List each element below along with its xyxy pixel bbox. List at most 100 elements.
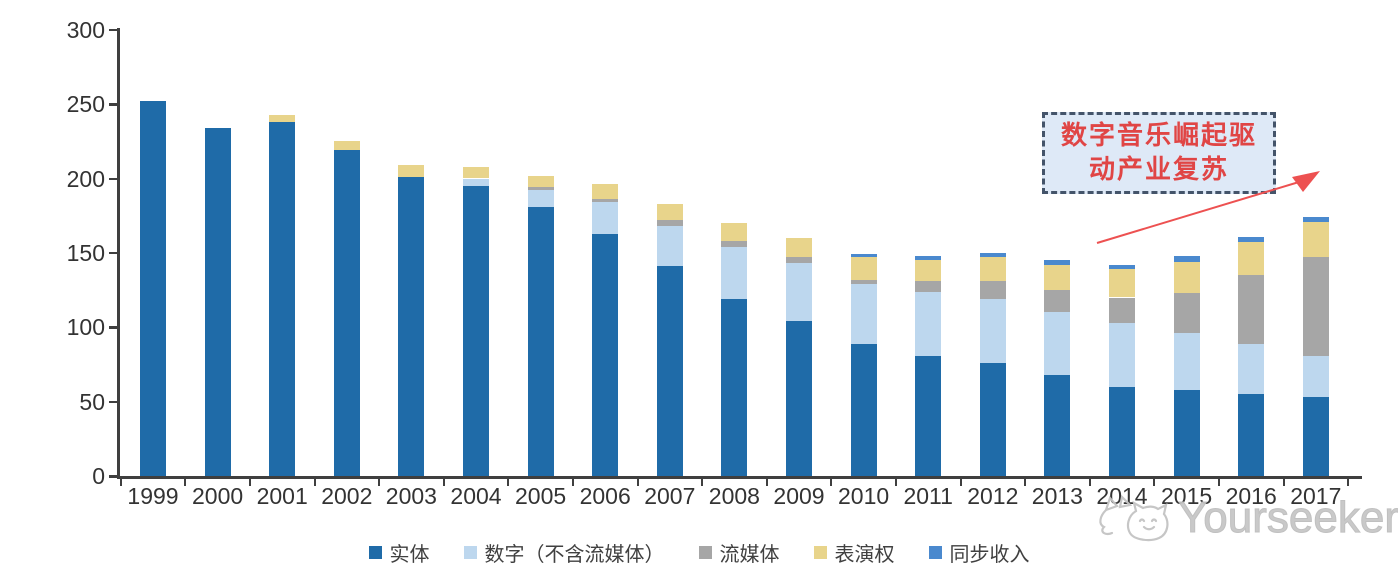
bar-segment	[1238, 236, 1265, 243]
y-tick-label: 250	[66, 91, 105, 118]
bar-segment	[463, 166, 489, 179]
x-axis-tick	[1282, 479, 1285, 486]
x-axis-tick	[894, 479, 897, 486]
x-tick-label: 2009	[773, 483, 825, 509]
bar-segment	[850, 343, 877, 476]
x-tick-label: 2006	[579, 483, 631, 509]
bar-segment	[1302, 355, 1329, 398]
watermark: Yourseeker	[1096, 493, 1398, 546]
y-tick-label: 300	[66, 16, 105, 43]
bar-segment	[1044, 264, 1071, 291]
bar-segment	[1044, 312, 1071, 375]
bar-segment	[269, 121, 296, 476]
legend-label: 表演权	[834, 543, 895, 566]
bar-segment	[527, 175, 554, 188]
x-tick-label: 2015	[1161, 483, 1213, 509]
x-axis-tick	[765, 479, 768, 486]
x-tick-label: 2016	[1225, 483, 1277, 509]
y-tick-label: 150	[66, 239, 105, 266]
bar-segment	[656, 203, 683, 221]
legend-swatch	[928, 545, 942, 559]
legend-swatch	[813, 545, 827, 559]
bar-segment	[850, 284, 877, 344]
legend-swatch	[463, 545, 477, 559]
bar-segment	[979, 298, 1006, 363]
bar-segment	[850, 257, 877, 280]
x-axis-tick	[1347, 479, 1350, 486]
bar-segment	[915, 355, 942, 476]
y-tick-label: 0	[92, 463, 105, 489]
bar-segment	[1238, 343, 1265, 395]
bar-segment	[463, 178, 489, 186]
y-axis-tick	[109, 251, 117, 255]
bar-segment	[527, 190, 554, 207]
bar-segment	[1044, 260, 1071, 265]
bar-segment	[979, 257, 1006, 282]
bar-segment	[333, 141, 360, 151]
x-tick-label: 2001	[256, 483, 308, 509]
x-axis-tick	[1217, 479, 1220, 486]
bar-segment	[979, 281, 1006, 299]
x-tick-label: 2007	[644, 483, 696, 509]
bar-segment	[915, 291, 942, 356]
y-axis-line	[117, 28, 120, 479]
x-axis-line	[117, 476, 1362, 479]
legend-item: 同步收入	[928, 538, 1030, 567]
x-axis-tick	[1088, 479, 1091, 486]
bar-segment	[398, 177, 425, 476]
y-axis-tick	[109, 326, 117, 329]
bar-segment	[527, 187, 554, 191]
bar-segment	[1044, 290, 1071, 313]
x-tick-label: 2004	[450, 483, 502, 509]
bar-segment	[592, 199, 619, 203]
x-tick-label: 2011	[903, 483, 953, 509]
bar-segment	[1173, 293, 1200, 334]
x-axis-tick	[1024, 479, 1027, 486]
bar-segment	[1302, 221, 1329, 258]
bar-segment	[592, 202, 619, 234]
bar-segment	[1238, 394, 1265, 476]
x-axis-tick	[119, 479, 122, 486]
bar-segment	[721, 223, 748, 241]
bar-segment	[1044, 374, 1071, 476]
x-tick-label: 2003	[385, 483, 437, 509]
x-axis-tick	[959, 479, 962, 486]
bar-segment	[269, 114, 296, 122]
bar-segment	[979, 362, 1006, 476]
x-axis-tick	[507, 479, 510, 486]
bar-segment	[721, 298, 748, 476]
legend-item: 表演权	[813, 538, 895, 567]
y-tick-label: 50	[79, 388, 105, 415]
annotation-callout-box: 数字音乐崛起驱 动产业复苏	[1042, 112, 1276, 194]
bar-segment	[592, 184, 619, 200]
x-tick-label: 2002	[321, 483, 373, 509]
legend-item: 流媒体	[698, 538, 780, 567]
bar-segment	[786, 263, 812, 322]
bar-segment	[1109, 264, 1135, 270]
x-tick-label: 2005	[515, 483, 567, 509]
bar-segment	[592, 233, 619, 476]
x-axis-tick	[313, 479, 316, 486]
bar-segment	[1302, 397, 1329, 476]
y-axis-tick	[109, 400, 117, 404]
bar-segment	[850, 279, 877, 285]
x-axis-tick	[636, 479, 639, 486]
bar-segment	[786, 321, 812, 476]
annotation-text-line1: 数字音乐崛起驱	[1060, 121, 1257, 150]
bar-segment	[140, 101, 166, 476]
bar-segment	[463, 185, 489, 476]
x-tick-label: 2017	[1290, 483, 1342, 509]
bar-segment	[721, 240, 748, 247]
bar-segment	[1109, 386, 1135, 476]
y-axis-tick	[109, 103, 117, 106]
bar-segment	[1173, 389, 1200, 476]
bar-segment	[1302, 257, 1329, 356]
x-axis-tick	[184, 479, 187, 486]
bar-segment	[915, 281, 942, 292]
x-tick-label: 1999	[127, 483, 179, 509]
legend-swatch	[698, 545, 712, 559]
bar-segment	[398, 165, 425, 177]
x-tick-label: 2000	[192, 483, 244, 509]
y-axis-tick	[109, 177, 117, 180]
